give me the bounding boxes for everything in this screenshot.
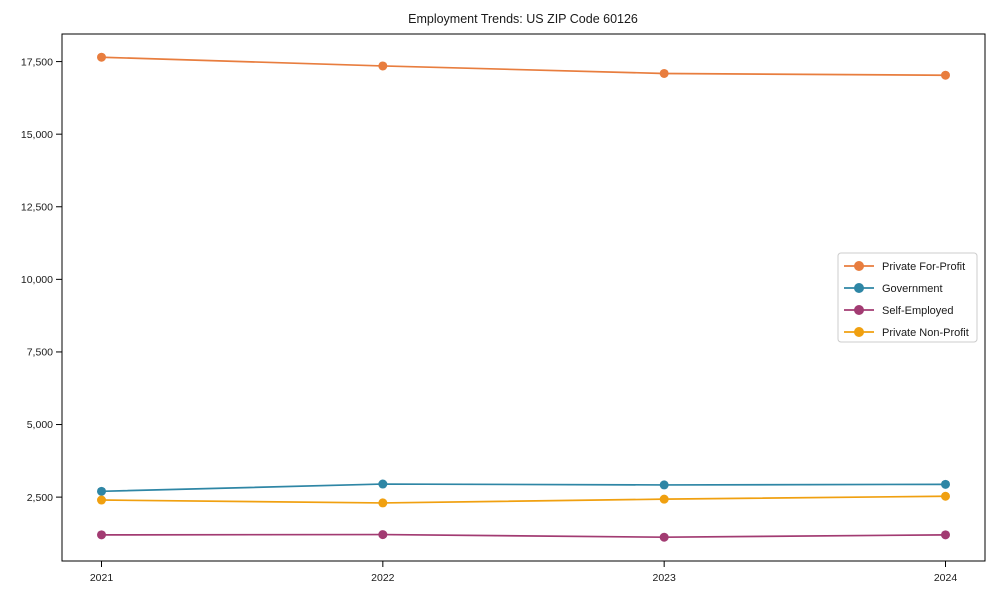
data-point-private-non-profit [941, 491, 950, 501]
data-point-government [941, 479, 950, 489]
legend-label-self-employed: Self-Employed [882, 305, 954, 317]
data-point-private-for-profit [378, 61, 388, 71]
x-tick-label: 2024 [934, 572, 958, 584]
legend-marker-private-for-profit [854, 261, 864, 271]
x-tick-label: 2023 [652, 572, 676, 584]
data-point-government [659, 480, 669, 490]
data-point-private-non-profit [659, 494, 669, 504]
x-tick-label: 2022 [371, 572, 395, 584]
chart-title: Employment Trends: US ZIP Code 60126 [408, 12, 638, 26]
plot-area: 2,500 5,000 7,500 10,000 12,500 15,000 17,500 2… [21, 33, 986, 584]
y-tick-label: 10,000 [21, 274, 53, 286]
legend-label-government: Government [882, 283, 943, 295]
x-tick-label: 2021 [90, 572, 114, 584]
y-tick-label: 5,000 [27, 419, 53, 431]
series-line-private-non-profit [101, 495, 946, 504]
data-point-government [97, 486, 106, 496]
y-tick-label: 2,500 [27, 492, 53, 504]
legend-label-private-non-profit: Private Non-Profit [882, 327, 969, 339]
data-point-self-employed [941, 530, 950, 540]
data-point-private-for-profit [941, 70, 950, 80]
data-point-private-for-profit [659, 68, 669, 78]
series-line-government [101, 483, 946, 493]
series-line-self-employed [101, 533, 946, 539]
y-tick-label: 12,500 [21, 201, 53, 213]
y-tick-label: 17,500 [21, 56, 53, 68]
data-point-government [378, 479, 388, 489]
y-tick-label: 7,500 [27, 347, 53, 359]
y-tick-label: 15,000 [21, 129, 53, 141]
legend-marker-government [854, 283, 864, 293]
data-point-private-for-profit [97, 52, 106, 62]
legend-box [837, 252, 978, 343]
series-line-private-for-profit [101, 56, 946, 77]
data-point-self-employed [97, 530, 106, 540]
legend-label-private-for-profit: Private For-Profit [882, 261, 965, 273]
legend-marker-self-employed [854, 305, 864, 315]
data-point-self-employed [659, 532, 669, 542]
data-point-private-non-profit [97, 495, 106, 505]
plot-border [61, 33, 986, 562]
data-point-private-non-profit [378, 498, 388, 508]
data-point-self-employed [378, 530, 388, 540]
legend-marker-private-non-profit [854, 327, 864, 337]
